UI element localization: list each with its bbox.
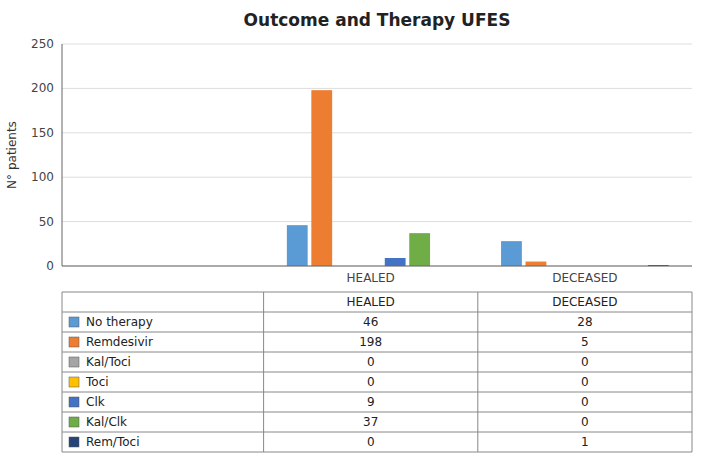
- table-value: 0: [367, 355, 375, 369]
- table-value: 0: [581, 415, 589, 429]
- y-axis-line: [62, 44, 63, 266]
- table-rule: [62, 352, 692, 353]
- grid-line: [62, 88, 692, 89]
- legend-swatch: [69, 417, 79, 427]
- table-value: 5: [581, 335, 589, 349]
- table-header: HEALED: [347, 295, 395, 309]
- table-value: 0: [367, 375, 375, 389]
- bar: [385, 258, 406, 266]
- legend-swatch: [69, 317, 79, 327]
- legend-entry: Toci: [85, 375, 109, 389]
- y-tick-label: 200: [31, 81, 54, 95]
- x-tick-label: DECEASED: [552, 271, 617, 285]
- grid-line: [62, 221, 692, 222]
- table-rule: [62, 312, 692, 313]
- grid-line: [62, 44, 692, 45]
- table-value: 198: [359, 335, 382, 349]
- legend-entry: No therapy: [86, 315, 153, 329]
- bars: [287, 90, 669, 266]
- table-value: 0: [581, 395, 589, 409]
- y-tick-label: 50: [39, 215, 54, 229]
- table-rule: [62, 392, 692, 393]
- legend-entry: Kal/Clk: [86, 415, 127, 429]
- table-rule: [62, 452, 692, 453]
- bar: [311, 90, 332, 266]
- y-tick-label: 250: [31, 37, 54, 51]
- grid-line: [62, 177, 692, 178]
- legend-entry: Rem/Toci: [86, 435, 139, 449]
- table-rule: [62, 412, 692, 413]
- legend-swatch: [69, 397, 79, 407]
- y-tick-label: 100: [31, 170, 54, 184]
- grid-line: [62, 132, 692, 133]
- legend-swatch: [69, 337, 79, 347]
- table-rule: [62, 372, 692, 373]
- legend-swatch: [69, 377, 79, 387]
- legend-swatch: [69, 437, 79, 447]
- legend-entry: Clk: [86, 395, 105, 409]
- chart: Outcome and Therapy UFESN° patients05010…: [0, 0, 708, 457]
- table-value: 1: [581, 435, 589, 449]
- legend-entry: Remdesivir: [86, 335, 153, 349]
- title: Outcome and Therapy UFES: [244, 10, 511, 30]
- table-header: DECEASED: [552, 295, 617, 309]
- y-axis-label: N° patients: [5, 121, 19, 189]
- grid-line: [62, 266, 692, 267]
- table-value: 28: [577, 315, 592, 329]
- bar: [409, 233, 430, 266]
- bar: [501, 241, 522, 266]
- table-rule: [62, 432, 692, 433]
- legend-swatch: [69, 357, 79, 367]
- table-value: 0: [581, 355, 589, 369]
- table-value: 46: [363, 315, 378, 329]
- y-tick-label: 0: [46, 259, 54, 273]
- x-axis-line: [62, 266, 692, 267]
- table-value: 37: [363, 415, 378, 429]
- table-value: 0: [367, 435, 375, 449]
- table-value: 0: [581, 375, 589, 389]
- table-rule: [62, 332, 692, 333]
- table-rule: [62, 292, 692, 293]
- data-table: HEALEDDECEASEDNo therapy4628Remdesivir19…: [62, 292, 692, 452]
- legend-entry: Kal/Toci: [86, 355, 131, 369]
- grid: [62, 44, 692, 266]
- x-tick-label: HEALED: [347, 271, 395, 285]
- bar: [526, 262, 547, 266]
- table-value: 9: [367, 395, 375, 409]
- bar: [287, 225, 308, 266]
- y-tick-label: 150: [31, 126, 54, 140]
